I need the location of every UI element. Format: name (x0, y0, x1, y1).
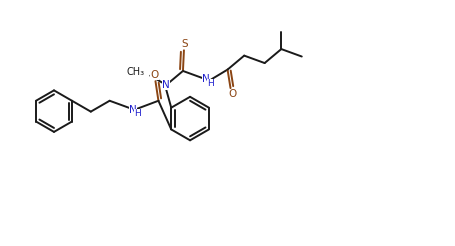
Text: S: S (181, 39, 188, 49)
Text: N: N (162, 80, 170, 90)
Text: CH₃: CH₃ (126, 67, 144, 77)
Text: O: O (228, 89, 236, 99)
Text: H: H (133, 109, 140, 118)
Text: N: N (202, 74, 210, 84)
Text: H: H (207, 79, 213, 88)
Text: O: O (150, 70, 158, 80)
Text: N: N (129, 105, 136, 115)
